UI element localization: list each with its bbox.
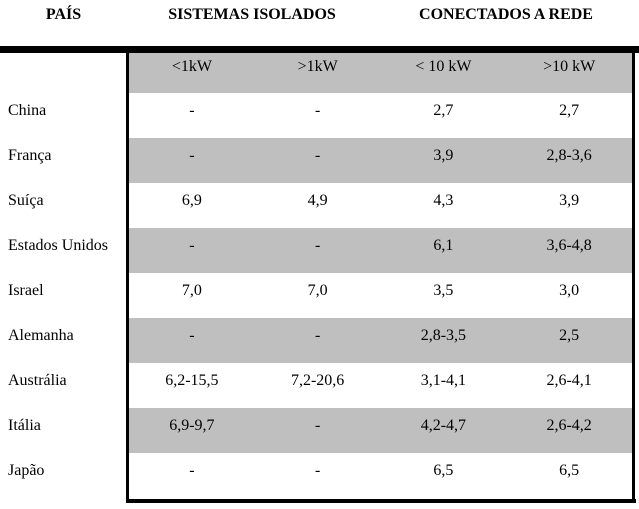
table-row: Japão - - 6,5 6,5	[0, 453, 639, 499]
table-row: França - - 3,9 2,8-3,6	[0, 138, 639, 183]
value-cell: 4,3	[433, 192, 454, 209]
value-cell: 6,5	[559, 462, 580, 479]
bottom-rule	[126, 499, 636, 503]
value-cell: 3,0	[559, 282, 580, 299]
value-cell: -	[314, 237, 321, 254]
row-data-region: 7,0 7,0 3,5 3,0	[126, 273, 635, 318]
table-subheader-row: <1kW >1kW < 10 kW >10 kW	[0, 53, 639, 93]
country-cell: China	[0, 93, 126, 138]
country-cell: Japão	[0, 453, 126, 499]
row-data-region: - - 3,9 2,8-3,6	[126, 138, 635, 183]
table-row: Austrália 6,2-15,5 7,2-20,6 3,1-4,1 2,6-4,1	[0, 363, 639, 408]
table-row: Israel 7,0 7,0 3,5 3,0	[0, 273, 639, 318]
value-cell: -	[314, 417, 321, 434]
value-cell: 3,6-4,8	[546, 237, 592, 254]
country-cell: Estados Unidos	[0, 228, 126, 273]
country-cell: Suíça	[0, 183, 126, 228]
table-row: Suíça 6,9 4,9 4,3 3,9	[0, 183, 639, 228]
value-cell: 3,5	[433, 282, 454, 299]
value-cell: -	[314, 462, 321, 479]
country-cell: Itália	[0, 408, 126, 453]
top-rule	[0, 46, 639, 53]
table-body: China - - 2,7 2,7 França - - 3,9 2,8-3,6 Suíça 6,9 4…	[0, 93, 639, 499]
value-cell: 2,7	[433, 102, 454, 119]
row-data-region: - - 2,7 2,7	[126, 93, 635, 138]
header-sistemas-isolados: SISTEMAS ISOLADOS	[168, 6, 336, 23]
subheader-cell-gt1kw: >1kW	[297, 58, 338, 75]
subheader-data-region: <1kW >1kW < 10 kW >10 kW	[126, 53, 635, 93]
value-cell: 2,6-4,1	[546, 372, 592, 389]
row-data-region: 6,9 4,9 4,3 3,9	[126, 183, 635, 228]
value-cell: 7,2-20,6	[290, 372, 345, 389]
value-cell: 2,5	[559, 327, 580, 344]
subheader-cell-gt10kw: >10 kW	[543, 58, 596, 75]
value-cell: 3,9	[559, 192, 580, 209]
table-row: China - - 2,7 2,7	[0, 93, 639, 138]
value-cell: 6,1	[433, 237, 454, 254]
row-data-region: - - 2,8-3,5 2,5	[126, 318, 635, 363]
value-cell: 6,9-9,7	[169, 417, 215, 434]
row-data-region: - - 6,1 3,6-4,8	[126, 228, 635, 273]
country-cell: França	[0, 138, 126, 183]
value-cell: -	[189, 147, 195, 164]
country-cell: Alemanha	[0, 318, 126, 363]
value-cell: 7,0	[307, 282, 328, 299]
value-cell: 6,2-15,5	[165, 372, 219, 389]
value-cell: 3,1-4,1	[420, 372, 467, 389]
value-cell: 4,2-4,7	[420, 417, 467, 434]
row-data-region: - - 6,5 6,5	[126, 453, 635, 499]
value-cell: 2,7	[559, 102, 580, 119]
value-cell: 6,9	[181, 192, 202, 209]
subheader-cell-lt1kw: <1kW	[171, 58, 212, 75]
table-header-row: PAÍS SISTEMAS ISOLADOS CONECTADOS A REDE	[0, 0, 639, 46]
value-cell: -	[189, 327, 195, 344]
country-cell: Austrália	[0, 363, 126, 408]
value-cell: 2,8-3,6	[546, 147, 592, 164]
value-cell: -	[314, 102, 321, 119]
table-row: Estados Unidos - - 6,1 3,6-4,8	[0, 228, 639, 273]
table-row: Alemanha - - 2,8-3,5 2,5	[0, 318, 639, 363]
value-cell: -	[189, 462, 195, 479]
value-cell: 6,5	[433, 462, 454, 479]
value-cell: 3,9	[433, 147, 454, 164]
value-cell: 2,6-4,2	[546, 417, 592, 434]
value-cell: 4,9	[307, 192, 328, 209]
subheader-spacer	[0, 53, 126, 93]
table-row: Itália 6,9-9,7 - 4,2-4,7 2,6-4,2	[0, 408, 639, 453]
value-cell: -	[314, 327, 321, 344]
subheader-cell-lt10kw: < 10 kW	[415, 58, 472, 75]
country-cell: Israel	[0, 273, 126, 318]
row-data-region: 6,9-9,7 - 4,2-4,7 2,6-4,2	[126, 408, 635, 453]
value-cell: -	[189, 102, 195, 119]
row-data-region: 6,2-15,5 7,2-20,6 3,1-4,1 2,6-4,1	[126, 363, 635, 408]
value-cell: 7,0	[181, 282, 202, 299]
header-pais: PAÍS	[45, 6, 82, 23]
value-cell: -	[189, 237, 195, 254]
header-conectados-a-rede: CONECTADOS A REDE	[419, 6, 593, 23]
value-cell: -	[314, 147, 321, 164]
value-cell: 2,8-3,5	[420, 327, 467, 344]
